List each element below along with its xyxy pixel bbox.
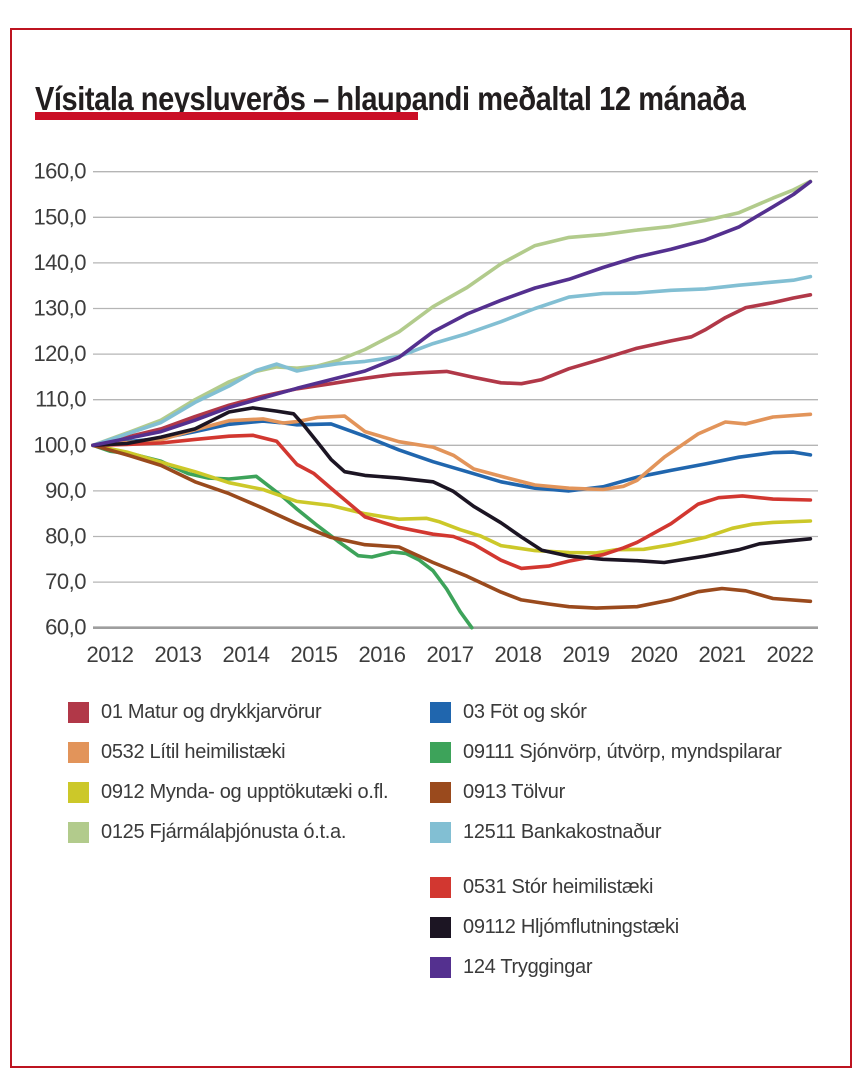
series-0913-line: [91, 443, 813, 610]
y-axis-tick-label: 150,0: [33, 204, 86, 229]
x-axis-tick-label: 2019: [563, 642, 610, 667]
series-0912-line: [91, 443, 813, 555]
series-03-line: [91, 419, 813, 493]
x-axis-tick-label: 2012: [87, 642, 134, 667]
x-axis-tick-label: 2021: [699, 642, 746, 667]
legend-swatch-03: [430, 701, 451, 723]
y-axis-tick-label: 90,0: [45, 478, 86, 503]
y-axis-tick-label: 110,0: [35, 387, 86, 412]
series-0532-line: [91, 412, 813, 492]
legend-item-12511: 12511 Bankakostnaður: [430, 812, 782, 852]
series-12511-line: [91, 274, 813, 448]
x-axis-tick-label: 2022: [767, 642, 814, 667]
legend-column-1: 01 Matur og drykkjarvörur 0532 Lítil heim…: [68, 692, 389, 852]
legend-swatch-01: [68, 701, 89, 723]
series-09112-line: [91, 406, 813, 565]
legend-item-0125: 0125 Fjármálaþjónusta ó.t.a.: [68, 812, 388, 852]
legend-column-3: 0531 Stór heimilistæki 09112 Hljómflutnin…: [430, 867, 679, 987]
series-01-line: [91, 292, 813, 448]
legend-item-09111: 09111 Sjónvörp, útvörp, myndspilarar: [430, 732, 782, 772]
series-0125-line: [91, 179, 813, 448]
y-axis-tick-label: 100,0: [33, 432, 86, 457]
legend-label-09112: 09112 Hljómflutningstæki: [463, 915, 679, 938]
legend-swatch-09111: [430, 741, 451, 763]
legend-swatch-0913: [430, 781, 451, 803]
x-axis-tick-label: 2016: [359, 642, 406, 667]
legend-swatch-09112: [430, 916, 451, 938]
legend-label-0125: 0125 Fjármálaþjónusta ó.t.a.: [101, 820, 347, 843]
x-axis-tick-label: 2017: [427, 642, 474, 667]
legend-label-03: 03 Föt og skór: [463, 700, 587, 723]
legend-swatch-0531: [430, 876, 451, 898]
legend-item-0913: 0913 Tölvur: [430, 772, 782, 812]
legend-label-01: 01 Matur og drykkjarvörur: [101, 700, 322, 723]
legend-item-0912: 0912 Mynda- og upptökutæki o.fl.: [68, 772, 389, 812]
x-axis-tick-label: 2018: [495, 642, 542, 667]
legend-item-01: 01 Matur og drykkjarvörur: [68, 692, 388, 732]
y-axis-tick-label: 140,0: [33, 250, 86, 275]
y-axis-tick-label: 70,0: [45, 569, 86, 594]
legend-swatch-0912: [68, 781, 89, 803]
x-axis-tick-label: 2015: [291, 642, 338, 667]
legend-item-0531: 0531 Stór heimilistæki: [430, 867, 679, 907]
legend-label-0913: 0913 Tölvur: [463, 780, 565, 803]
legend-label-0912: 0912 Mynda- og upptökutæki o.fl.: [101, 780, 389, 803]
legend-item-0532: 0532 Lítil heimilistæki: [68, 732, 388, 772]
legend-column-2: 03 Föt og skór 09111 Sjónvörp, útvörp, my…: [430, 692, 782, 852]
y-axis-tick-label: 160,0: [33, 159, 86, 184]
legend-swatch-124: [430, 956, 451, 978]
legend-item-09112: 09112 Hljómflutningstæki: [430, 907, 679, 947]
y-axis-tick-label: 80,0: [45, 524, 86, 549]
legend-item-124: 124 Tryggingar: [430, 947, 679, 987]
x-axis-tick-label: 2013: [155, 642, 202, 667]
x-axis-tick-label: 2014: [223, 642, 270, 667]
y-axis-tick-label: 120,0: [33, 341, 86, 366]
legend-swatch-0125: [68, 821, 89, 843]
legend-label-0532: 0532 Lítil heimilistæki: [101, 740, 286, 763]
series-124-line: [91, 179, 813, 448]
page-title: Vísitala neysluverðs – hlaupandi meðalta…: [35, 80, 746, 118]
legend-label-124: 124 Tryggingar: [463, 955, 593, 978]
legend-swatch-12511: [430, 821, 451, 843]
legend-label-0531: 0531 Stór heimilistæki: [463, 875, 654, 898]
x-axis-tick-label: 2020: [631, 642, 678, 667]
legend-label-09111: 09111 Sjónvörp, útvörp, myndspilarar: [463, 740, 782, 763]
y-axis-tick-label: 60,0: [45, 615, 86, 640]
legend-swatch-0532: [68, 741, 89, 763]
legend-item-03: 03 Föt og skór: [430, 692, 782, 732]
series-0531-line: [91, 433, 813, 571]
legend-label-12511: 12511 Bankakostnaður: [463, 820, 662, 843]
title-underline-bar: [35, 112, 418, 120]
y-axis-tick-label: 130,0: [33, 296, 86, 321]
